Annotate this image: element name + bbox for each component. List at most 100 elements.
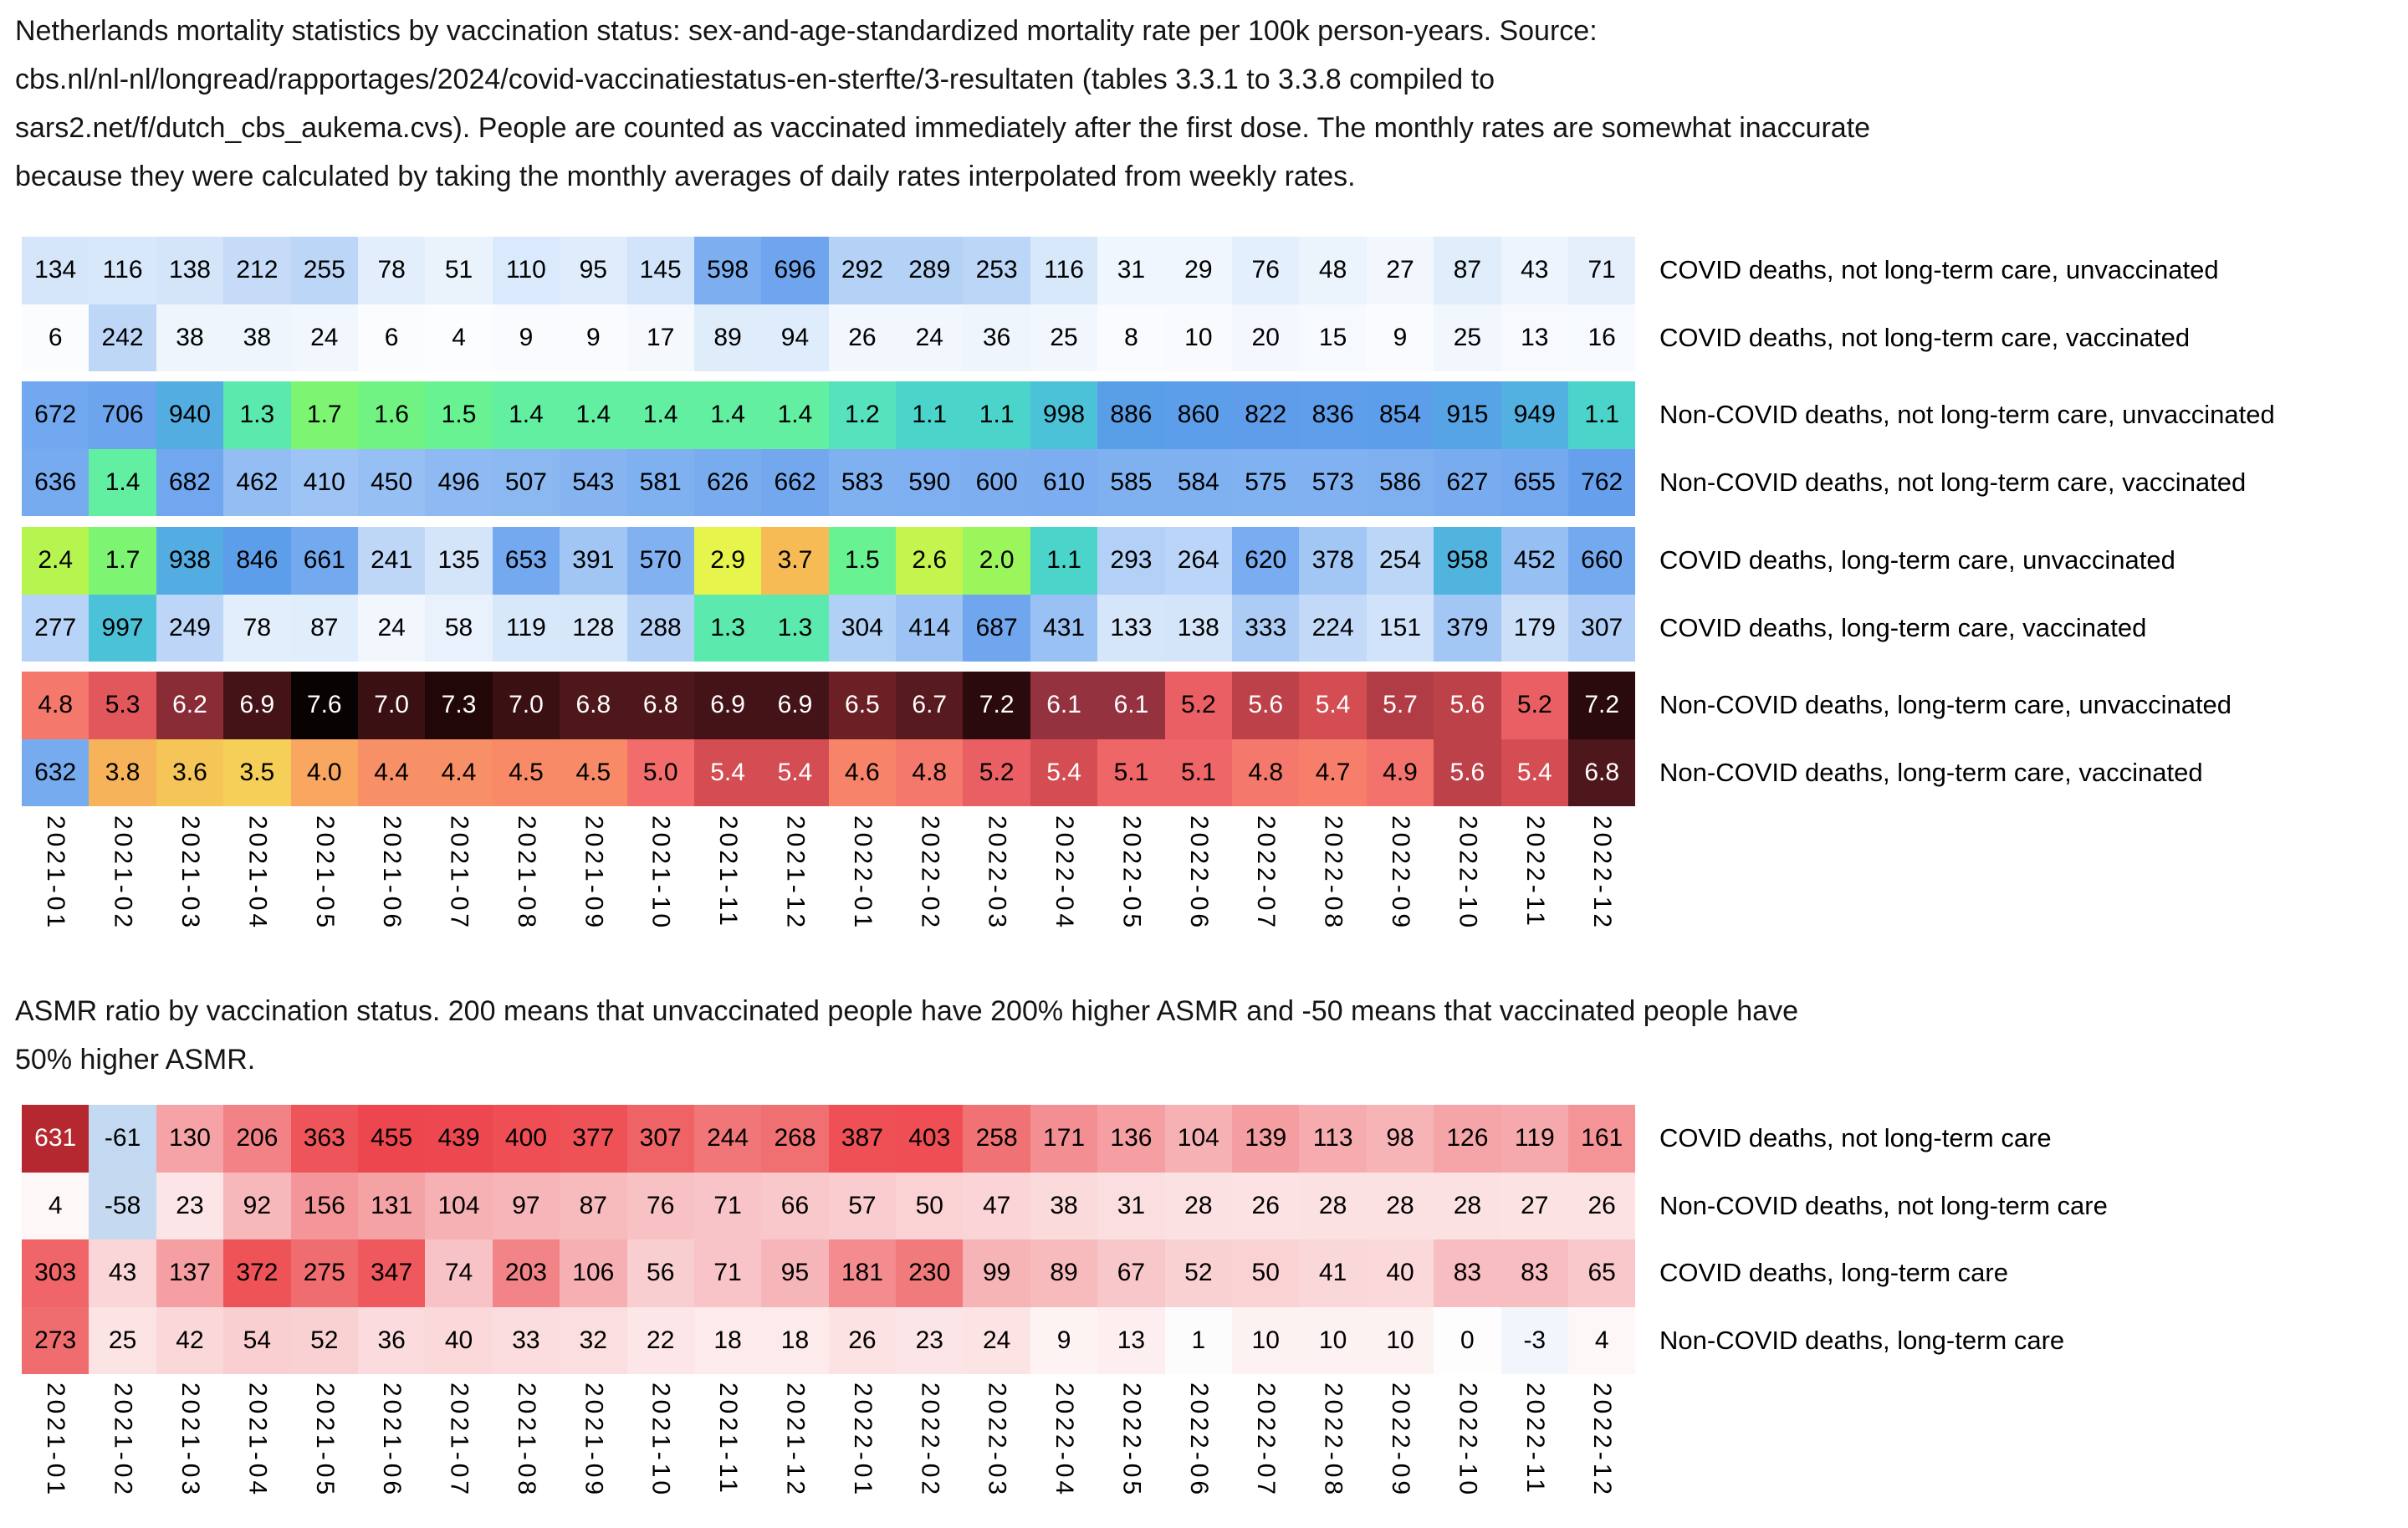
heatmap-cell: 241 <box>357 527 426 595</box>
heatmap-cell: 9 <box>492 304 560 371</box>
heatmap-cell: 10 <box>1299 1306 1367 1374</box>
x-tick: 2021-07 <box>425 1382 492 1498</box>
heatmap-cell: 138 <box>156 237 224 304</box>
heatmap-cell: 119 <box>492 594 560 662</box>
x-tick: 2022-01 <box>829 815 896 931</box>
heatmap-cell: 23 <box>156 1172 224 1239</box>
heatmap-cell: 5.2 <box>963 738 1030 806</box>
heatmap-cell: 48 <box>1299 237 1367 304</box>
heatmap-cell: 1.3 <box>223 381 291 449</box>
heatmap-cell: 288 <box>626 594 694 662</box>
x-tick: 2021-08 <box>493 815 560 931</box>
heatmap-cell: 2.9 <box>693 527 762 595</box>
heatmap-cell: 133 <box>1097 594 1165 662</box>
heatmap-cell: 1.3 <box>693 594 762 662</box>
heatmap-cell: 98 <box>1366 1105 1434 1173</box>
heatmap-cell: 377 <box>560 1105 627 1173</box>
heatmap-cell: 462 <box>223 448 291 516</box>
x-tick-label: 2021-06 <box>378 1382 406 1499</box>
heatmap-cell: 307 <box>626 1105 694 1173</box>
x-axis-top: 2021-01 2021-02 2021-03 2021-04 2021-05 2021-… <box>22 815 1635 931</box>
x-tick: 2022-05 <box>1097 815 1164 931</box>
heatmap-cell: 6.5 <box>828 672 897 739</box>
heatmap-cell: 87 <box>1434 237 1501 304</box>
heatmap-cell: 203 <box>492 1239 560 1307</box>
heatmap-cell: 304 <box>828 594 897 662</box>
heatmap-cell: 687 <box>963 594 1030 662</box>
heatmap-cell: 391 <box>560 527 627 595</box>
row-label: COVID deaths, long-term care, unvaccinat… <box>1659 545 2175 575</box>
heatmap-cell: 9 <box>560 304 627 371</box>
x-tick-label: 2021-09 <box>580 815 608 932</box>
x-tick-label: 2021-11 <box>714 815 743 929</box>
heatmap-cell: 938 <box>156 527 224 595</box>
x-tick: 2022-11 <box>1501 815 1568 931</box>
heatmap-cell: 6.1 <box>1030 672 1098 739</box>
x-tick: 2022-08 <box>1299 1382 1366 1498</box>
heatmap-cell: 4.6 <box>828 738 897 806</box>
heatmap-cell: 5.4 <box>693 738 762 806</box>
heatmap-cell: 682 <box>156 448 224 516</box>
heatmap-cell: 403 <box>896 1105 964 1173</box>
heatmap-cell: 5.6 <box>1232 672 1300 739</box>
heatmap-cell: 627 <box>1434 448 1501 516</box>
x-tick: 2021-02 <box>89 1382 156 1498</box>
heatmap-cell: 40 <box>425 1306 493 1374</box>
heatmap-cell: 1.6 <box>357 381 426 449</box>
heatmap-cell: 242 <box>89 304 156 371</box>
heatmap-cell: 292 <box>828 237 897 304</box>
heatmap-cell: 268 <box>761 1105 829 1173</box>
heatmap-cell: 7.2 <box>1567 672 1636 739</box>
heatmap-cell: 134 <box>22 237 89 304</box>
heatmap-cell: 655 <box>1501 448 1568 516</box>
row-label: COVID deaths, long-term care, vaccinated <box>1659 612 2147 642</box>
heatmap-cell: 38 <box>223 304 291 371</box>
heatmap-cell: 87 <box>290 594 358 662</box>
heatmap-cell: 836 <box>1299 381 1367 449</box>
heatmap-cell: 52 <box>290 1306 358 1374</box>
heatmap-cell: 672 <box>22 381 89 449</box>
heatmap-cell: 161 <box>1567 1105 1636 1173</box>
heatmap-cell: 56 <box>626 1239 694 1307</box>
heatmap-cell: 5.4 <box>1030 738 1098 806</box>
heatmap-cell: 949 <box>1501 381 1568 449</box>
x-tick: 2022-03 <box>963 1382 1030 1498</box>
heatmap-cell: 126 <box>1434 1105 1501 1173</box>
heatmap-cell: 5.6 <box>1434 738 1501 806</box>
row-label: Non-COVID deaths, long-term care, vaccin… <box>1659 757 2203 787</box>
x-axis-bottom: 2021-01 2021-02 2021-03 2021-04 2021-05 2021-… <box>22 1382 1635 1498</box>
heatmap-cell: 3.7 <box>761 527 829 595</box>
x-tick: 2022-06 <box>1165 1382 1232 1498</box>
heatmap-cell: 653 <box>492 527 560 595</box>
heatmap-cell: 5.4 <box>761 738 829 806</box>
heatmap-cell: 1.5 <box>828 527 897 595</box>
x-tick: 2021-06 <box>358 1382 425 1498</box>
heatmap-cell: 4.0 <box>290 738 358 806</box>
x-tick: 2021-04 <box>223 1382 290 1498</box>
heatmap-cell: 95 <box>761 1239 829 1307</box>
x-tick: 2022-04 <box>1030 1382 1097 1498</box>
heatmap-cell: 696 <box>761 237 829 304</box>
heatmap-cell: 860 <box>1164 381 1233 449</box>
heatmap-cell: 1 <box>1164 1306 1233 1374</box>
row-label: Non-COVID deaths, not long-term care, un… <box>1659 400 2275 430</box>
heatmap-cell: 1.1 <box>1030 527 1098 595</box>
heatmap-cell: 24 <box>896 304 964 371</box>
x-tick-label: 2022-08 <box>1319 815 1347 932</box>
heatmap-cell: 4.4 <box>357 738 426 806</box>
heatmap-cell: 67 <box>1097 1239 1165 1307</box>
heatmap-cell: 224 <box>1299 594 1367 662</box>
heatmap-cell: 95 <box>560 237 627 304</box>
x-tick-label: 2022-04 <box>1051 1382 1079 1499</box>
heatmap-cell: 28 <box>1366 1172 1434 1239</box>
heatmap-cell: 661 <box>290 527 358 595</box>
x-tick-label: 2022-07 <box>1252 1382 1281 1499</box>
heatmap-cell: 958 <box>1434 527 1501 595</box>
heatmap-cell: 1.1 <box>896 381 964 449</box>
heatmap-cell: 585 <box>1097 448 1165 516</box>
heatmap-cell: 303 <box>22 1239 89 1307</box>
heatmap-cell: 26 <box>828 304 897 371</box>
x-tick-label: 2021-03 <box>176 1382 204 1499</box>
row-label: Non-COVID deaths, long-term care <box>1659 1325 2065 1355</box>
heatmap-cell: 9 <box>1366 304 1434 371</box>
